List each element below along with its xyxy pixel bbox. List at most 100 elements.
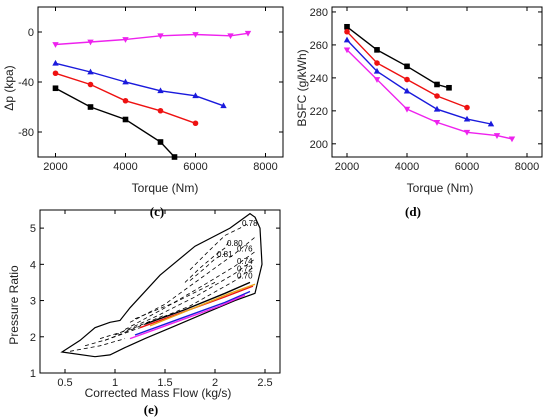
panel-e-frame <box>39 209 281 374</box>
panel-d-xtick-label: 4000 <box>395 161 419 173</box>
compressor-map-boundary <box>60 212 263 358</box>
panel-d-series-line <box>346 39 492 125</box>
panel-c-data-point <box>157 33 164 40</box>
panel-e-ytick-label: 5 <box>30 223 36 235</box>
panel-e-ytick-label: 4 <box>30 259 36 271</box>
panel-c-data-point <box>192 92 199 99</box>
panel-c-frame <box>37 6 284 158</box>
efficiency-contour <box>189 222 251 271</box>
efficiency-contour-label: 0.72 <box>237 264 253 273</box>
panel-d-ytick-label: 220 <box>310 106 328 118</box>
panel-c-ytick-label: -80 <box>18 127 34 139</box>
panel-c-data-point <box>122 78 129 85</box>
panel-d-data-point <box>343 36 351 43</box>
panel-c-data-point <box>157 139 164 145</box>
panel-d-data-point <box>464 104 470 111</box>
panel-c-series-line <box>55 32 249 46</box>
panel-d-data-point <box>404 76 410 83</box>
panel-d-plot-area <box>346 26 513 140</box>
panel-d-ytick-label: 260 <box>310 40 328 52</box>
panel-e-ytick-label: 3 <box>30 296 36 308</box>
panel-c-ytick-label: -40 <box>18 77 34 89</box>
panel-d-xtick-label: 6000 <box>455 161 479 173</box>
speed-line <box>69 338 126 352</box>
panel-c-xtick-label: 8000 <box>253 161 277 173</box>
efficiency-contour-label: 0.70 <box>237 272 253 281</box>
panel-e-series-line <box>134 290 251 336</box>
panel-e-compressor-map: Pressure Ratio Corrected Mass Flow (kg/s… <box>7 209 281 417</box>
panel-c-ytick-label: 0 <box>28 27 34 39</box>
panel-d-bsfc-chart: BSFC (g/kWh) Torque (Nm) (d) 2000 4000 600… <box>295 6 543 219</box>
panel-c-data-point <box>192 120 199 127</box>
panel-d-data-point <box>446 84 452 91</box>
panel-c-delta-p-chart: Δp (kpa) Torque (Nm) (c) 2000 4000 6000 800… <box>2 6 284 219</box>
panel-d-frame <box>331 6 543 158</box>
speed-line <box>84 327 141 347</box>
panel-d-series-line <box>346 31 468 109</box>
panel-c-data-point <box>157 107 164 114</box>
panel-e-xtick-label: 1 <box>112 377 118 389</box>
panel-e-plot-area <box>60 212 263 358</box>
panel-d-ytick-label: 240 <box>310 73 328 85</box>
panel-d-series-line <box>346 49 513 140</box>
panel-e-xtick-label: 2 <box>212 377 218 389</box>
panel-d-label: (d) <box>405 204 421 219</box>
panel-e-ytick-label: 1 <box>30 368 36 380</box>
panel-c-xlabel: Torque (Nm) <box>132 181 199 195</box>
panel-c-data-point <box>87 68 94 75</box>
panel-c-xtick-label: 6000 <box>183 161 207 173</box>
panel-d-data-point <box>374 47 380 53</box>
panel-e-label: (e) <box>144 402 158 417</box>
panel-d-data-point <box>508 136 516 143</box>
panel-d-data-point <box>343 47 351 54</box>
panel-c-data-point <box>87 104 94 110</box>
panel-e-series-line <box>129 294 246 340</box>
panel-c-data-point <box>52 59 59 66</box>
efficiency-contour-label: 0.80 <box>227 239 243 248</box>
panel-d-data-point <box>493 133 501 139</box>
panel-d-xlabel: Torque (Nm) <box>407 181 474 195</box>
panel-d-data-point <box>373 77 381 83</box>
panel-d-data-point <box>434 81 440 88</box>
panel-c-data-point <box>52 85 59 92</box>
panel-d-data-point <box>463 115 471 122</box>
panel-e-ylabel: Pressure Ratio <box>7 265 21 345</box>
panel-c-data-point <box>122 116 129 123</box>
panel-c-data-point <box>52 70 59 77</box>
efficiency-contour <box>124 251 256 330</box>
panel-c-data-point <box>227 33 234 40</box>
panel-e-series-line <box>144 281 251 325</box>
efficiency-contour-label: 0.81 <box>217 250 233 259</box>
efficiency-contour-label: 0.74 <box>237 257 253 266</box>
panel-c-label: (c) <box>150 204 164 219</box>
panel-d-ylabel: BSFC (g/kWh) <box>295 49 309 126</box>
panel-c-series-line <box>55 62 224 107</box>
panel-e-xlabel: Corrected Mass Flow (kg/s) <box>85 386 232 400</box>
panel-d-ytick-label: 200 <box>310 139 328 151</box>
panel-c-data-point <box>244 30 252 37</box>
speed-line <box>99 314 166 339</box>
panel-c-data-point <box>122 37 129 43</box>
panel-d-data-point <box>344 28 350 35</box>
panel-d-data-point <box>433 119 441 126</box>
panel-c-data-point <box>192 32 199 38</box>
panel-c-data-point <box>122 97 129 104</box>
panel-e-xtick-label: 1.5 <box>157 377 172 389</box>
panel-c-ylabel: Δp (kpa) <box>2 65 16 110</box>
panel-d-data-point <box>434 93 440 99</box>
panel-c-data-point <box>87 39 94 46</box>
panel-c-data-point <box>52 42 59 48</box>
panel-d-data-point <box>374 60 380 66</box>
panel-d-data-point <box>403 106 411 113</box>
panel-d-ytick-label: 280 <box>310 7 328 19</box>
panel-c-data-point <box>220 102 227 109</box>
efficiency-contour <box>104 265 256 341</box>
panel-d-data-point <box>487 120 495 127</box>
panel-d-xtick-label: 8000 <box>515 161 539 173</box>
panel-c-xtick-label: 4000 <box>113 161 137 173</box>
panel-d-data-point <box>463 129 471 136</box>
panel-c-series-line <box>55 87 176 157</box>
panel-d-series-line <box>346 26 450 89</box>
panel-e-ytick-label: 2 <box>30 332 36 344</box>
